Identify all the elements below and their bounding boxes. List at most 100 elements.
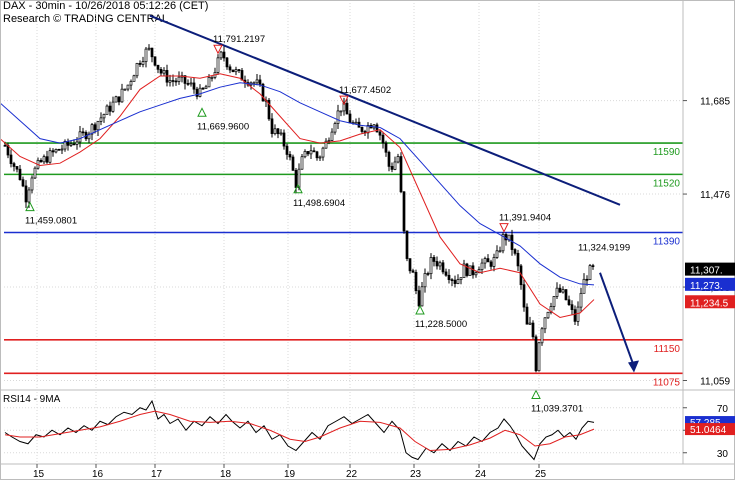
candle-body: [348, 113, 352, 124]
price-flag-label: 11,234.5: [690, 298, 729, 309]
candle: [270, 113, 274, 138]
candle: [159, 66, 163, 77]
rsi-flag-label: 51.0464: [690, 425, 727, 436]
candle: [120, 83, 124, 103]
candle: [462, 259, 466, 278]
candle-body: [111, 101, 115, 112]
candle: [213, 67, 217, 80]
candle-body: [33, 167, 37, 179]
candles: [3, 44, 595, 373]
candle-body: [66, 141, 70, 146]
candle-body: [48, 150, 52, 163]
x-tick-label: 15: [33, 469, 45, 480]
candle: [180, 71, 184, 83]
forecast-arrow-head: [628, 360, 639, 373]
candle: [510, 229, 514, 256]
candle-body: [576, 306, 580, 322]
candle-body: [495, 250, 499, 258]
candle-body: [483, 258, 487, 264]
candle: [30, 175, 34, 194]
candle-body: [15, 166, 19, 170]
chart-title: DAX - 30min - 10/26/2018 05:12:26 (CET): [3, 0, 209, 12]
candle: [492, 253, 496, 272]
candle-body: [417, 290, 421, 307]
candle: [204, 84, 208, 89]
candle-body: [450, 279, 454, 281]
candle-body: [528, 322, 532, 325]
candle: [384, 140, 388, 157]
annotation-label: 11,498.6904: [293, 198, 345, 209]
candle-body: [156, 64, 160, 70]
candle: [63, 139, 67, 152]
candle-body: [333, 123, 337, 133]
candle-body: [237, 69, 241, 71]
candle-body: [516, 252, 520, 267]
candle-body: [492, 257, 496, 267]
candle-body: [429, 257, 433, 275]
candle-body: [12, 163, 16, 167]
candle: [468, 265, 472, 276]
annotation-label: 11,677.4502: [339, 85, 391, 96]
x-tick-label: 23: [410, 469, 422, 480]
candle: [48, 147, 52, 164]
candle: [573, 305, 577, 325]
candle-body: [408, 258, 412, 272]
candle: [54, 148, 58, 154]
candle-body: [321, 147, 325, 158]
candle: [9, 149, 13, 168]
candle: [225, 56, 229, 70]
candle: [405, 230, 409, 262]
candle: [219, 50, 223, 61]
candle-body: [432, 257, 436, 262]
candle: [495, 245, 499, 259]
annotation-label: 11,669.9600: [197, 121, 249, 132]
candle-body: [537, 342, 541, 372]
candle-body: [393, 161, 397, 170]
rsi-y-tick-label: 30: [717, 449, 729, 460]
candle-body: [204, 86, 208, 89]
candle-body: [345, 102, 349, 115]
candle-body: [387, 151, 391, 167]
candle-body: [531, 322, 535, 338]
candle-body: [30, 177, 34, 191]
candle-body: [300, 156, 304, 170]
candle-body: [138, 63, 142, 65]
candle-body: [330, 131, 334, 141]
candle: [450, 278, 454, 287]
candle-body: [102, 114, 106, 119]
candle: [555, 282, 559, 300]
candle: [288, 151, 292, 161]
price-annotation: 11,498.6904: [293, 183, 345, 209]
candle: [378, 129, 382, 141]
candle: [231, 69, 235, 73]
candle: [483, 256, 487, 269]
candle: [438, 260, 442, 270]
candle: [177, 71, 181, 85]
candle-body: [567, 299, 571, 306]
candle-body: [522, 284, 526, 308]
candle-body: [117, 96, 121, 103]
candle-body: [555, 287, 559, 297]
candle-body: [90, 124, 94, 135]
candle-body: [39, 160, 43, 163]
candle: [222, 46, 226, 62]
candle: [501, 232, 505, 254]
candle: [189, 78, 193, 87]
price-flag-bg: [685, 277, 735, 291]
candle: [360, 126, 364, 134]
candle-body: [195, 88, 199, 97]
up-marker-icon: [531, 389, 541, 399]
annotation-label: 11,039.3701: [531, 403, 583, 414]
candle: [444, 268, 448, 277]
candle: [393, 156, 397, 171]
candle: [411, 268, 415, 273]
candle: [33, 166, 37, 180]
candle-body: [573, 309, 577, 322]
candle: [390, 162, 394, 173]
candle-body: [78, 131, 82, 143]
x-tick-label: 17: [151, 469, 163, 480]
candle: [396, 153, 400, 164]
candle-body: [132, 75, 136, 82]
time-axis: 15 16 17 18 19 22 23 24 25: [33, 464, 547, 480]
candle: [558, 284, 562, 294]
